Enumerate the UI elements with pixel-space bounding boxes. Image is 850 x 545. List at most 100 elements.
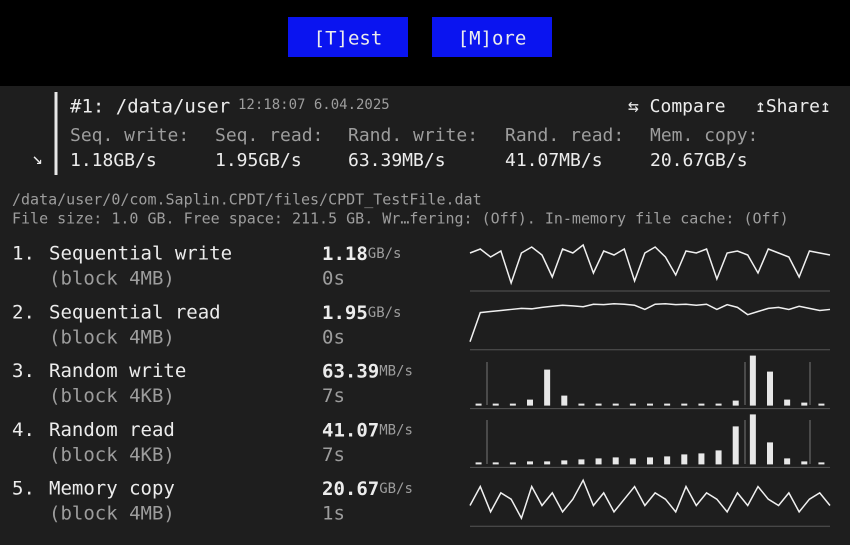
test-name: Sequential read	[49, 301, 221, 323]
chart-markers	[486, 362, 811, 464]
result-unit: GB/s	[368, 305, 402, 321]
bar	[818, 462, 825, 465]
result-unit: MB/s	[379, 422, 413, 438]
result-title: #1: /data/user	[70, 96, 230, 118]
file-info: File size: 1.0 GB. Free space: 211.5 GB.…	[12, 210, 789, 228]
bar	[475, 462, 482, 465]
test-block: (block 4KB)	[49, 385, 175, 407]
share-button[interactable]: ↥Share↥	[755, 96, 831, 117]
summary-value: 41.07MB/s	[505, 150, 603, 171]
timestamp: 12:18:07 6.04.2025	[238, 97, 390, 113]
test-result: 20.67GB/s	[322, 478, 413, 500]
more-button[interactable]	[432, 17, 552, 57]
compare-button[interactable]: ⇆ Compare	[628, 96, 726, 117]
bar	[595, 403, 602, 406]
sparkline	[469, 303, 831, 343]
test-name: Memory copy	[49, 478, 175, 500]
more-button-label[interactable]: [M]ore	[458, 28, 527, 50]
bar	[578, 403, 585, 406]
bar	[595, 458, 602, 465]
collapse-arrow[interactable]: ↘	[32, 148, 43, 169]
summary-value: 1.18GB/s	[70, 150, 157, 171]
content-bg	[0, 86, 850, 545]
bar	[801, 461, 808, 465]
result-unit: GB/s	[368, 246, 402, 262]
bar	[544, 369, 551, 406]
bar	[527, 461, 533, 465]
bar	[527, 399, 533, 406]
bar	[492, 462, 499, 465]
bar	[732, 426, 739, 465]
bar	[767, 371, 773, 406]
test-block: (block 4KB)	[49, 444, 175, 466]
test-button-label[interactable]: [T]est	[314, 28, 383, 50]
bar	[629, 458, 636, 465]
bar	[698, 403, 705, 406]
result-value: 41.07	[322, 419, 379, 441]
bar	[509, 403, 516, 406]
test-name: Random write	[49, 360, 186, 382]
sparkline	[469, 478, 831, 521]
bar	[664, 456, 671, 465]
test-block: (block 4MB)	[49, 268, 175, 290]
summary-label: Mem. copy:	[650, 125, 758, 146]
bar	[475, 403, 482, 406]
test-time: 0s	[322, 326, 345, 348]
summary-label: Seq. write:	[70, 125, 189, 146]
summary-value: 1.95GB/s	[215, 150, 302, 171]
result-value: 1.95	[322, 301, 368, 323]
summary-value: 63.39MB/s	[348, 150, 446, 171]
bar	[784, 458, 791, 465]
bar	[715, 403, 722, 406]
bar	[818, 403, 825, 406]
result-unit: GB/s	[379, 481, 413, 497]
summary-value: 20.67GB/s	[650, 150, 748, 171]
summary-label: Seq. read:	[215, 125, 323, 146]
bar	[749, 414, 756, 465]
result-unit: MB/s	[379, 364, 413, 380]
test-number: 3.	[12, 360, 35, 382]
result-value: 1.18	[322, 243, 368, 265]
test-time: 0s	[322, 268, 345, 290]
test-block: (block 4MB)	[49, 503, 175, 525]
bar	[561, 395, 568, 406]
test-number: 2.	[12, 301, 35, 323]
bar	[492, 403, 499, 406]
bar	[681, 403, 688, 406]
bar	[647, 403, 653, 406]
file-path: /data/user/0/com.Saplin.CPDT/files/CPDT_…	[12, 191, 482, 209]
result-value: 20.67	[322, 478, 379, 500]
bar	[715, 450, 722, 465]
test-time: 7s	[322, 444, 345, 466]
test-block: (block 4MB)	[49, 326, 175, 348]
top-bar	[0, 0, 850, 86]
bar	[509, 462, 516, 465]
bar	[749, 355, 756, 406]
test-number: 4.	[12, 419, 35, 441]
summary-label: Rand. write:	[348, 125, 478, 146]
bar	[629, 403, 636, 406]
summary-label: Rand. read:	[505, 125, 624, 146]
test-result: 1.95GB/s	[322, 301, 401, 323]
test-button[interactable]	[288, 17, 408, 57]
bar	[544, 461, 551, 465]
bar	[732, 400, 739, 406]
bar	[612, 457, 619, 465]
test-result: 41.07MB/s	[322, 419, 413, 441]
test-result: 1.18GB/s	[322, 243, 401, 265]
test-number: 1.	[12, 243, 35, 265]
result-value: 63.39	[322, 360, 379, 382]
test-name: Random read	[49, 419, 175, 441]
bar	[561, 460, 568, 465]
bar	[612, 403, 619, 406]
test-result: 63.39MB/s	[322, 360, 413, 382]
bar	[664, 403, 671, 406]
test-number: 5.	[12, 478, 35, 500]
bar	[647, 457, 653, 465]
test-name: Sequential write	[49, 243, 232, 265]
bar	[578, 459, 585, 465]
sparkline	[469, 243, 831, 286]
test-time: 1s	[322, 503, 345, 525]
test-time: 7s	[322, 385, 345, 407]
